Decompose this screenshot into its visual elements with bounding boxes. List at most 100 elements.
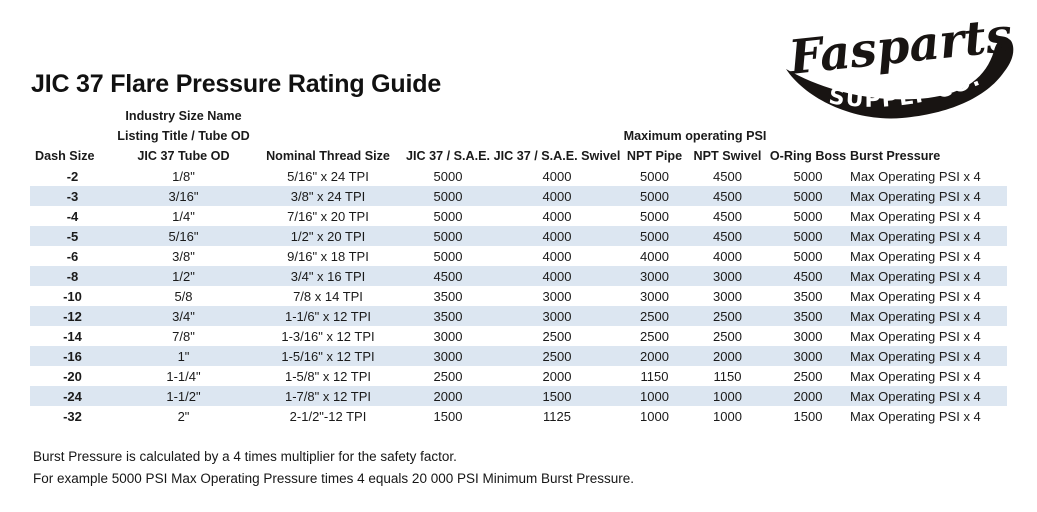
logo-swoosh <box>786 38 1014 119</box>
table-cell: 5000 <box>793 228 823 244</box>
table-cell: 5000 <box>793 188 823 204</box>
table-cell: 2500 <box>640 308 669 324</box>
table-cell: 2000 <box>433 388 463 404</box>
table-cell: 5000 <box>433 248 463 264</box>
table-cell: 5/16" x 24 TPI <box>287 168 369 184</box>
table-cell: 1000 <box>640 388 669 404</box>
col-header-npt-swivel: NPT Swivel <box>693 149 762 163</box>
table-row: -8 1/2" 3/4" x 16 TPI 4500 4000 3000 3000 4500 M… <box>30 266 1007 286</box>
table-row: -16 1" 1-5/16" x 12 TPI 3000 2500 2000 2000 300… <box>30 346 1007 366</box>
table-row: -5 5/16" 1/2" x 20 TPI 5000 4000 5000 4500 5000… <box>30 226 1007 246</box>
table-cell: 4500 <box>713 228 742 244</box>
table-cell: 1-5/8" x 12 TPI <box>284 368 372 384</box>
table-cell: 7/8 x 14 TPI <box>293 288 363 304</box>
table-cell: 1" <box>177 348 190 364</box>
table-row: -3 3/16" 3/8" x 24 TPI 5000 4000 5000 4500 5000… <box>30 186 1007 206</box>
table-cell: 5000 <box>793 208 823 224</box>
header-maximum-operating-psi: Maximum operating PSI <box>623 129 767 143</box>
table-cell: 3500 <box>433 288 463 304</box>
table-cell: 2000 <box>793 388 823 404</box>
table-cell: 3000 <box>640 268 669 284</box>
table-cell: 2500 <box>542 328 572 344</box>
table-cell: 3000 <box>793 328 823 344</box>
table-cell: 4000 <box>542 168 572 184</box>
table-row: -32 2" 2-1/2"-12 TPI 1500 1125 1000 1000 1500 Ma… <box>30 406 1007 426</box>
table-cell: 2500 <box>640 328 669 344</box>
col-header-jic37-sae: JIC 37 / S.A.E. <box>406 149 490 163</box>
table-cell: 3/4" <box>172 308 195 324</box>
table-cell: 7/8" <box>172 328 195 344</box>
table-cell: 4000 <box>542 248 572 264</box>
table-cell: 3000 <box>542 308 572 324</box>
table-row: -10 5/8 7/8 x 14 TPI 3500 3000 3000 3000 3500 Ma… <box>30 286 1007 306</box>
table-cell: 3000 <box>713 268 742 284</box>
table-cell: 1150 <box>713 368 742 384</box>
table-cell: 1000 <box>713 388 742 404</box>
table-cell: Max Operating PSI x 4 <box>850 368 981 384</box>
page-title: JIC 37 Flare Pressure Rating Guide <box>31 70 442 98</box>
table-cell: 1/2" <box>172 268 195 284</box>
table-cell: 3/4" x 16 TPI <box>290 268 366 284</box>
logo-wordmark: Fasparts <box>784 8 1014 86</box>
table-cell: Max Operating PSI x 4 <box>850 208 981 224</box>
col-header-jic37-sae-swivel: JIC 37 / S.A.E. Swivel <box>493 149 621 163</box>
header-industry-size-name: Industry Size Name <box>125 109 242 123</box>
table-cell: Max Operating PSI x 4 <box>850 408 981 424</box>
table-cell: Max Operating PSI x 4 <box>850 168 981 184</box>
table-cell: 5000 <box>640 228 669 244</box>
table-cell: -2 <box>66 168 79 184</box>
table-cell: 1/8" <box>172 168 195 184</box>
table-cell: -8 <box>66 268 79 284</box>
column-header-row: Dash Size JIC 37 Tube OD Nominal Thread … <box>30 146 1007 166</box>
table-cell: 7/16" x 20 TPI <box>287 208 369 224</box>
header-group-row-2: Listing Title / Tube OD Maximum operatin… <box>30 126 1007 146</box>
table-cell: 5000 <box>433 188 463 204</box>
table-cell: 5000 <box>433 228 463 244</box>
table-cell: 1/4" <box>172 208 195 224</box>
table-cell: -3 <box>66 188 79 204</box>
table-cell: 3500 <box>793 288 823 304</box>
table-cell: 2000 <box>542 368 572 384</box>
table-cell: 1-3/16" x 12 TPI <box>281 328 375 344</box>
table-cell: 1-5/16" x 12 TPI <box>281 348 375 364</box>
table-cell: 1500 <box>433 408 463 424</box>
table-cell: 4000 <box>542 188 572 204</box>
table-cell: Max Operating PSI x 4 <box>850 228 981 244</box>
table-row: -6 3/8" 9/16" x 18 TPI 5000 4000 4000 4000 5000… <box>30 246 1007 266</box>
table-cell: -6 <box>66 248 79 264</box>
table-cell: 2500 <box>793 368 823 384</box>
table-row: -12 3/4" 1-1/6" x 12 TPI 3500 3000 2500 2500 35… <box>30 306 1007 326</box>
table-cell: Max Operating PSI x 4 <box>850 388 981 404</box>
table-cell: 3000 <box>640 288 669 304</box>
table-cell: 2500 <box>713 328 742 344</box>
footer-note-line-2: For example 5000 PSI Max Operating Press… <box>33 471 635 486</box>
table-cell: 1500 <box>542 388 572 404</box>
table-cell: 2000 <box>713 348 742 364</box>
table-cell: 3/8" x 24 TPI <box>290 188 366 204</box>
col-header-nominal-thread: Nominal Thread Size <box>266 149 390 163</box>
table-cell: 1500 <box>793 408 823 424</box>
table-cell: 1000 <box>713 408 742 424</box>
table-cell: 1000 <box>640 408 669 424</box>
table-cell: 5000 <box>640 208 669 224</box>
table-cell: 4000 <box>542 208 572 224</box>
table-cell: 4500 <box>433 268 463 284</box>
table-cell: 3000 <box>433 328 463 344</box>
table-cell: 5/16" <box>168 228 199 244</box>
table-cell: Max Operating PSI x 4 <box>850 188 981 204</box>
col-header-npt-pipe: NPT Pipe <box>626 149 683 163</box>
header-group-row-1: Industry Size Name <box>30 106 1007 126</box>
table-cell: Max Operating PSI x 4 <box>850 308 981 324</box>
footer-note-line-1: Burst Pressure is calculated by a 4 time… <box>33 449 457 464</box>
table-cell: 3000 <box>433 348 463 364</box>
table-cell: 4000 <box>542 268 572 284</box>
table-cell: 3500 <box>793 308 823 324</box>
table-row: -2 1/8" 5/16" x 24 TPI 5000 4000 5000 4500 5000… <box>30 166 1007 186</box>
col-header-burst-pressure: Burst Pressure <box>850 149 941 163</box>
table-cell: 1-1/4" <box>166 368 201 384</box>
table-cell: Max Operating PSI x 4 <box>850 348 981 364</box>
table-cell: 3500 <box>433 308 463 324</box>
table-cell: 1150 <box>640 368 669 384</box>
table-cell: 1125 <box>543 408 571 424</box>
table-cell: -20 <box>63 368 82 384</box>
